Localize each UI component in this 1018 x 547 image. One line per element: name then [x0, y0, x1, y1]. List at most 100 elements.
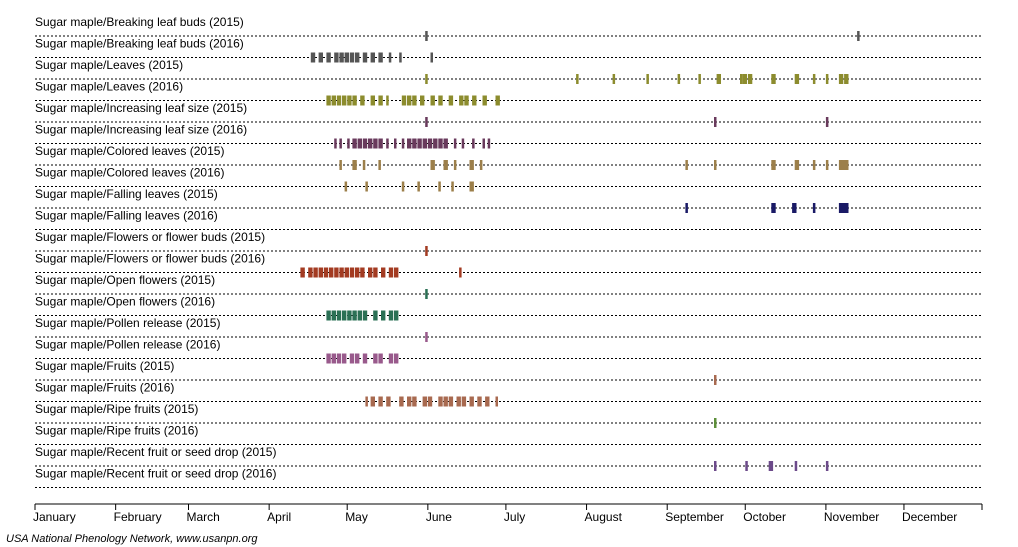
chart-row: Sugar maple/Colored leaves (2016): [35, 166, 982, 192]
observation-bar: [714, 117, 717, 127]
observation-bar: [745, 461, 748, 471]
observation-bar: [381, 267, 386, 278]
row-label: Sugar maple/Leaves (2016): [35, 80, 183, 94]
observation-bar: [401, 181, 405, 192]
row-label: Sugar maple/Colored leaves (2015): [35, 144, 224, 158]
observation-bar: [339, 160, 342, 170]
observation-bar: [313, 267, 318, 278]
observation-bar: [771, 203, 776, 213]
row-label: Sugar maple/Fruits (2016): [35, 381, 174, 395]
observation-bar: [365, 181, 368, 192]
x-tick-label: December: [902, 510, 957, 524]
observation-bar: [487, 138, 491, 149]
observation-bar: [355, 52, 360, 63]
observation-bar: [646, 74, 649, 84]
observation-bar: [355, 353, 360, 364]
observation-bar: [362, 160, 366, 170]
observation-bar: [716, 74, 721, 84]
observation-bar: [469, 181, 474, 192]
observation-bar: [825, 117, 829, 127]
observation-bar: [768, 461, 774, 471]
x-tick-label: November: [824, 510, 879, 524]
observation-bar: [362, 138, 368, 149]
x-tick-label: May: [345, 510, 368, 524]
observation-bar: [714, 375, 717, 385]
x-tick-label: June: [426, 510, 452, 524]
observation-bar: [360, 95, 365, 106]
x-tick-label: January: [33, 510, 76, 524]
observation-bar: [365, 396, 368, 407]
row-label: Sugar maple/Flowers or flower buds (2016…: [35, 252, 265, 266]
observation-bar: [399, 396, 404, 407]
observation-bar: [448, 95, 454, 106]
observation-bar: [318, 267, 323, 278]
observation-bar: [477, 396, 482, 407]
chart-row: Sugar maple/Breaking leaf buds (2015): [35, 15, 982, 41]
chart-row: Sugar maple/Leaves (2015): [35, 58, 982, 84]
observation-bar: [378, 95, 383, 106]
observation-bar: [407, 138, 412, 149]
observation-bar: [381, 310, 386, 321]
observation-bar: [472, 95, 477, 106]
observation-bar: [825, 74, 829, 84]
observation-bar: [420, 95, 425, 106]
observation-bar: [373, 353, 378, 364]
observation-bar: [308, 267, 313, 278]
row-label: Sugar maple/Pollen release (2015): [35, 316, 220, 330]
observation-bar: [417, 138, 422, 149]
observation-bar: [349, 52, 355, 63]
row-label: Sugar maple/Recent fruit or seed drop (2…: [35, 467, 276, 481]
observation-bar: [386, 95, 389, 106]
observation-bar: [326, 95, 331, 106]
observation-bar: [339, 267, 344, 278]
observation-bar: [318, 52, 323, 63]
observation-bar: [347, 138, 350, 149]
observation-bar: [378, 138, 383, 149]
observation-bar: [812, 74, 816, 84]
observation-bar: [479, 160, 483, 170]
observation-bar: [464, 95, 469, 106]
observation-bar: [838, 74, 844, 84]
observation-bar: [485, 396, 490, 407]
chart-row: Sugar maple/Recent fruit or seed drop (2…: [35, 445, 982, 471]
observation-bar: [576, 74, 579, 84]
chart-row: Sugar maple/Breaking leaf buds (2016): [35, 37, 982, 63]
observation-bar: [401, 138, 405, 149]
x-tick-label: February: [114, 510, 162, 524]
observation-bar: [425, 246, 428, 256]
observation-bar: [438, 181, 441, 192]
x-tick-label: March: [186, 510, 219, 524]
row-label: Sugar maple/Breaking leaf buds (2016): [35, 37, 244, 51]
observation-bar: [422, 396, 427, 407]
observation-bar: [812, 160, 816, 170]
row-label: Sugar maple/Ripe fruits (2015): [35, 402, 198, 416]
observation-bar: [612, 74, 616, 84]
observation-bar: [352, 95, 357, 106]
observation-bar: [362, 353, 368, 364]
row-label: Sugar maple/Ripe fruits (2016): [35, 424, 198, 438]
observation-bar: [334, 267, 339, 278]
chart-row: Sugar maple/Ripe fruits (2016): [35, 424, 982, 445]
observation-bar: [373, 310, 378, 321]
observation-bar: [685, 203, 688, 213]
observation-bar: [453, 138, 457, 149]
observation-bar: [812, 203, 816, 213]
observation-bar: [425, 117, 428, 127]
observation-bar: [714, 461, 717, 471]
row-label: Sugar maple/Open flowers (2015): [35, 273, 215, 287]
observation-bar: [430, 52, 433, 63]
observation-bar: [336, 310, 342, 321]
observation-bar: [378, 353, 383, 364]
observation-bar: [339, 138, 342, 149]
observation-bar: [427, 396, 433, 407]
observation-bar: [461, 138, 465, 149]
observation-bar: [357, 138, 362, 149]
row-label: Sugar maple/Leaves (2015): [35, 58, 183, 72]
observation-bar: [469, 160, 474, 170]
observation-bar: [438, 396, 443, 407]
chart-row: Sugar maple/Leaves (2016): [35, 80, 982, 106]
observation-bar: [771, 74, 776, 84]
observation-bar: [459, 267, 462, 278]
chart-row: Sugar maple/Falling leaves (2016): [35, 209, 982, 230]
observation-bar: [368, 138, 373, 149]
